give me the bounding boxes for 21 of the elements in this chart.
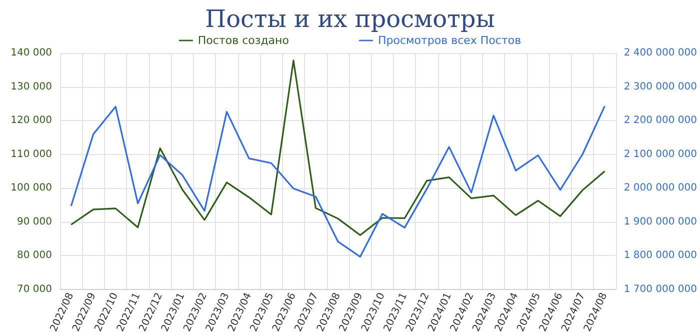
legend-label: Постов создано	[198, 34, 290, 47]
y-tick-label: 80 000	[17, 250, 52, 262]
y2-tick-label: 2 100 000 000	[624, 148, 698, 160]
y-tick-label: 70 000	[17, 284, 52, 296]
y2-tick-label: 1 800 000 000	[624, 250, 698, 262]
y2-tick-label: 1 900 000 000	[624, 216, 698, 228]
chart-title: Посты и их просмотры	[205, 5, 495, 33]
y2-tick-label: 2 200 000 000	[624, 115, 698, 126]
line-series	[70, 105, 606, 258]
y-tick-label: 130 000	[10, 81, 52, 92]
y2-tick-label: 1 700 000 000	[624, 284, 698, 296]
y-tick-label: 120 000	[10, 115, 52, 126]
y-tick-label: 140 000	[10, 48, 52, 58]
y-tick-label: 90 000	[17, 216, 52, 228]
line-series	[70, 60, 606, 236]
y-tick-label: 100 000	[10, 182, 52, 194]
legend-label: Просмотров всех Постов	[378, 34, 522, 47]
y2-tick-label: 2 400 000 000	[624, 48, 698, 58]
y2-tick-label: 2 000 000 000	[624, 182, 698, 194]
y2-tick-label: 2 300 000 000	[624, 81, 698, 92]
y-tick-label: 110 000	[10, 148, 52, 160]
